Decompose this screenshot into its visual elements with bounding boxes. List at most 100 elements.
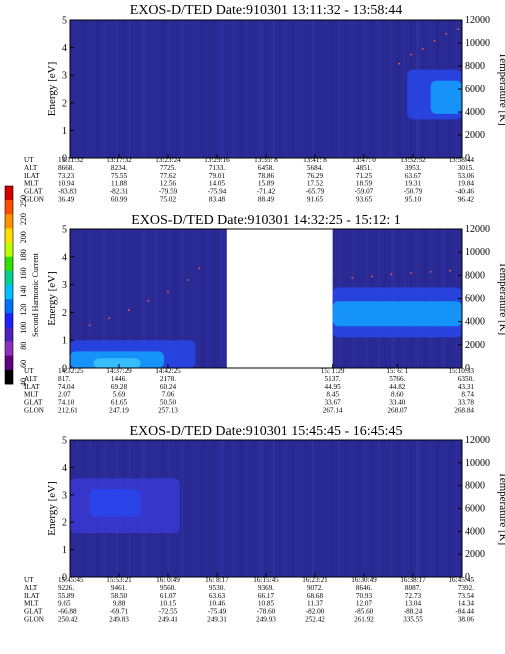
ephemeris-row-label: UT <box>24 156 34 164</box>
spectrogram-streak <box>448 440 452 577</box>
temperature-tick-label: 6000 <box>465 294 485 305</box>
spectrogram-streak <box>344 20 346 158</box>
spectrogram-streak <box>200 229 204 368</box>
temperature-point <box>445 32 448 35</box>
ephemeris-value: 10.46 <box>209 600 226 608</box>
ephemeris-value: 16:15:45 <box>253 576 279 584</box>
spectrogram-streak <box>135 20 138 158</box>
spectrogram-streak <box>442 440 444 577</box>
temperature-tick-label: 2000 <box>465 549 485 560</box>
colorbar-frame <box>4 185 14 385</box>
ephemeris-value: 9461. <box>111 584 127 592</box>
colorbar-swatch <box>5 270 13 286</box>
ephemeris-value: 3953. <box>405 164 421 172</box>
spectrogram-streak <box>161 229 165 368</box>
spectrogram-streak <box>102 20 106 158</box>
ephemeris-value: 13.04 <box>405 600 422 608</box>
ephemeris-value: 53.06 <box>458 172 475 180</box>
spectrogram-streak <box>226 440 228 577</box>
energy-tick-label: 3 <box>62 490 67 501</box>
ephemeris-value: -82.00 <box>306 608 325 616</box>
ephemeris-value: 72.73 <box>405 592 422 600</box>
ephemeris-value: 249.93 <box>256 616 276 624</box>
ephemeris-value: -65.79 <box>306 188 325 196</box>
ephemeris-row-label: GLAT <box>24 399 43 407</box>
spectrogram-streak <box>96 229 99 368</box>
spectrogram-streak <box>154 229 158 368</box>
colorbar-swatch <box>5 369 13 385</box>
ephemeris-value: 13:23:24 <box>155 156 181 164</box>
temperature-point <box>410 272 412 274</box>
temperature-tick-label: 10000 <box>465 458 490 469</box>
ephemeris-value: 13:35: 8 <box>254 156 278 164</box>
colorbar-swatch <box>5 327 13 342</box>
temperature-tick-label: 4000 <box>465 107 485 118</box>
spectrogram-streak <box>187 20 189 158</box>
spectrogram-streak <box>233 20 236 158</box>
ephemeris-value: 15.89 <box>258 180 275 188</box>
ephemeris-value: 91.65 <box>307 196 324 204</box>
temperature-point <box>198 267 201 270</box>
ephemeris-value: 13:29:16 <box>204 156 230 164</box>
ephemeris-value: 9.65 <box>58 600 71 608</box>
ephemeris-value: 8668. <box>58 164 74 172</box>
spectrogram-streak <box>135 229 138 368</box>
spectrogram-streak <box>102 229 106 368</box>
ephemeris-value: 75.02 <box>160 196 177 204</box>
spectrogram-streak <box>311 440 314 577</box>
energy-tick-label: 0 <box>62 154 67 165</box>
flux-region-hot <box>332 301 462 327</box>
ephemeris-value: 33.78 <box>458 399 475 407</box>
energy-tick-label: 1 <box>62 336 67 347</box>
colorbar-tick-label: 250 <box>19 195 28 207</box>
spectrogram-streak <box>266 20 268 158</box>
spectrogram-streak <box>220 440 224 577</box>
ephemeris-value: -66.88 <box>58 608 77 616</box>
colorbar-tick-label: 100 <box>19 322 28 334</box>
energy-tick-label: 0 <box>62 573 67 584</box>
ephemeris-value: 5684. <box>307 164 323 172</box>
colorbar-tick-label: 160 <box>19 267 28 279</box>
spectrogram-streak <box>337 20 342 158</box>
energy-tick-label: 5 <box>62 436 67 447</box>
spectrogram-streak <box>83 20 87 158</box>
ephemeris-value: 8234. <box>111 164 127 172</box>
ephemeris-row-label: ALT <box>24 584 38 592</box>
ephemeris-value: 44.82 <box>389 383 406 391</box>
spectrogram-streak <box>187 440 189 577</box>
spectrogram-streak <box>403 440 405 577</box>
ephemeris-value: 61.07 <box>160 592 177 600</box>
spectrogram-streak <box>128 229 130 368</box>
colorbar-swatch <box>5 214 13 229</box>
spectrogram-streak <box>377 20 381 158</box>
ephemeris-value: 63.67 <box>405 172 422 180</box>
ephemeris-value: 16: 8:17 <box>205 576 229 584</box>
ephemeris-value: 66.17 <box>258 592 275 600</box>
spectrogram-streak <box>383 440 385 577</box>
temperature-point <box>127 309 130 311</box>
temperature-point <box>370 275 373 278</box>
ephemeris-value: -75.49 <box>208 608 227 616</box>
ephemeris-value: 36.49 <box>58 196 75 204</box>
ephemeris-value: 15:53:21 <box>106 576 132 584</box>
ephemeris-value: 43.31 <box>458 383 475 391</box>
ephemeris-value: 8.60 <box>391 391 404 399</box>
ephemeris-value: 3015. <box>458 164 474 172</box>
temperature-tick-label: 8000 <box>465 481 485 492</box>
ephemeris-value: 7392. <box>458 584 474 592</box>
ephemeris-value: 257.13 <box>158 407 178 415</box>
spectrogram-streak <box>200 440 204 577</box>
spectrogram-streak <box>403 20 405 158</box>
ephemeris-value: 9560. <box>160 584 176 592</box>
spectrogram-streak <box>213 229 216 368</box>
ephemeris-value: 88.49 <box>258 196 275 204</box>
ephemeris-value: 10.85 <box>258 600 275 608</box>
spectrogram-streak <box>194 229 197 368</box>
spectrogram-streak <box>390 440 393 577</box>
flux-region-warm <box>89 489 141 517</box>
spectrogram-streak <box>148 229 150 368</box>
ephemeris-value: 249.83 <box>109 616 129 624</box>
spectrogram-streak <box>76 20 79 158</box>
ephemeris-value: 17.52 <box>307 180 324 188</box>
